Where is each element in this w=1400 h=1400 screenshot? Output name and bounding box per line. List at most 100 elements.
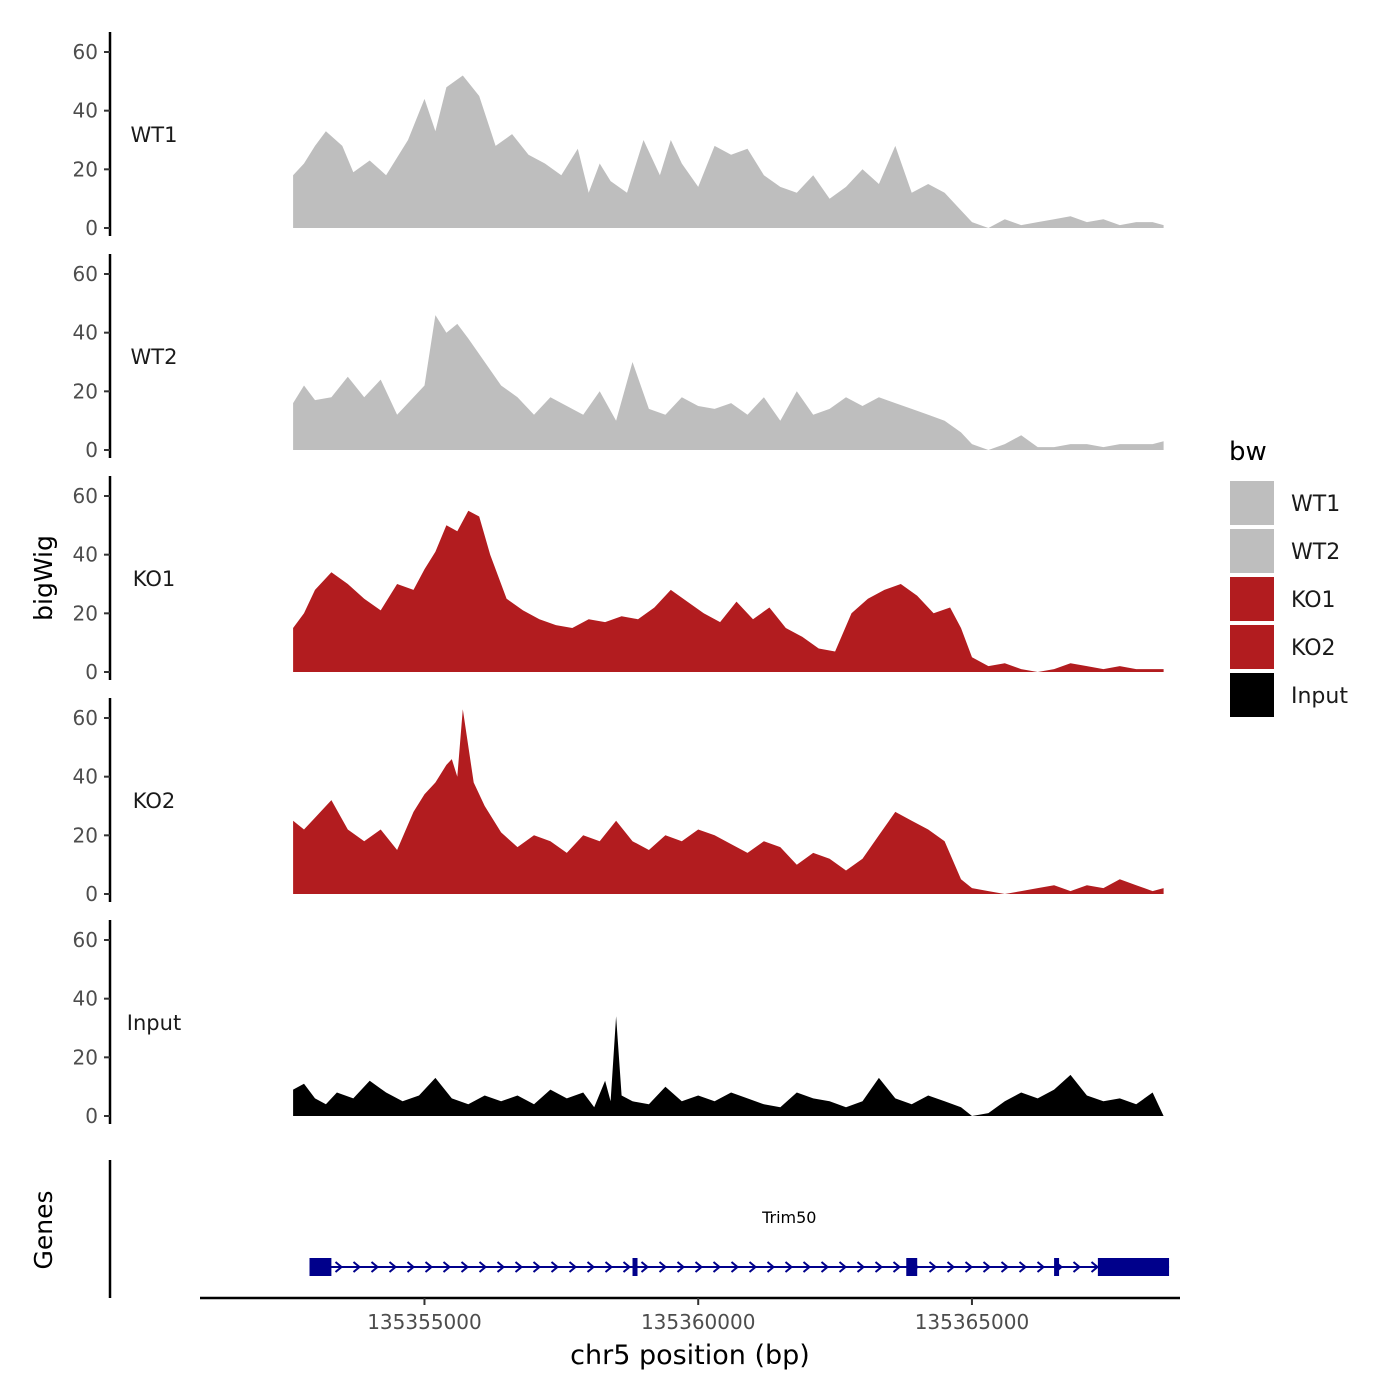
y-tick-label: 40 (73, 765, 98, 789)
gene-trim50: Trim50 (309, 1208, 1170, 1276)
exon (906, 1258, 918, 1276)
track-label: WT1 (131, 123, 178, 147)
x-axis-title: chr5 position (bp) (570, 1340, 810, 1371)
coverage-area-input (293, 1016, 1164, 1116)
strand-arrow (460, 1261, 470, 1273)
track-wt2: 0 20 40 60 WT2 (73, 254, 1164, 462)
strand-arrow (1036, 1261, 1046, 1273)
strand-arrow (820, 1261, 830, 1273)
legend-label: KO1 (1291, 588, 1336, 613)
legend-entry-wt1: WT1 (1228, 479, 1340, 527)
coverage-area-wt2 (293, 315, 1164, 450)
strand-arrow (838, 1261, 848, 1273)
strand-arrow (568, 1261, 578, 1273)
strand-arrow (928, 1261, 938, 1273)
legend-entry-ko2: KO2 (1228, 623, 1336, 671)
y-tick-label: 20 (73, 1045, 98, 1069)
coverage-area-wt1 (293, 75, 1164, 228)
track-ko2: 0 20 40 60 KO2 (73, 698, 1164, 906)
legend-swatch (1228, 479, 1276, 527)
strand-arrow (532, 1261, 542, 1273)
exon (309, 1258, 332, 1276)
strand-arrow (1090, 1261, 1100, 1273)
strand-arrow (514, 1261, 524, 1273)
y-tick-label: 40 (73, 987, 98, 1011)
y-tick-label: 60 (73, 928, 98, 952)
legend-label: KO2 (1291, 636, 1336, 661)
track-ko1: 0 20 40 60 KO1 (73, 476, 1164, 684)
strand-arrow (730, 1261, 740, 1273)
strand-arrow (586, 1261, 596, 1273)
coverage-tracks: 0 20 40 60 WT1 0 20 40 60 WT2 0 20 40 60 KO1 0 20 40 60 KO2… (73, 32, 1164, 1128)
gene-track-title: Genes (29, 1190, 58, 1269)
coverage-area-ko2 (293, 709, 1164, 894)
legend-swatch (1228, 623, 1276, 671)
y-tick-label: 20 (73, 379, 98, 403)
strand-arrow (496, 1261, 506, 1273)
y-tick-label: 40 (73, 543, 98, 567)
y-tick-label: 20 (73, 157, 98, 181)
exon (1054, 1258, 1060, 1276)
y-tick-label: 0 (85, 882, 98, 906)
strand-arrow (478, 1261, 488, 1273)
track-label: Input (127, 1011, 181, 1035)
x-tick-label: 135355000 (367, 1310, 482, 1334)
strand-arrow (406, 1261, 416, 1273)
gene-track: Trim50 (108, 1160, 1170, 1298)
strand-arrow (1018, 1261, 1028, 1273)
strand-arrow (676, 1261, 686, 1273)
legend-entry-input: Input (1228, 671, 1348, 719)
y-tick-label: 40 (73, 321, 98, 345)
strand-arrow (694, 1261, 704, 1273)
legend-entry-wt2: WT2 (1228, 527, 1340, 575)
strand-arrow (946, 1261, 956, 1273)
strand-arrow (964, 1261, 974, 1273)
strand-arrow (802, 1261, 812, 1273)
strand-arrow (892, 1261, 902, 1273)
strand-arrow (604, 1261, 614, 1273)
coverage-area-ko1 (293, 510, 1164, 672)
y-tick-label: 0 (85, 660, 98, 684)
strand-arrow (424, 1261, 434, 1273)
y-tick-label: 20 (73, 601, 98, 625)
legend-entry-ko1: KO1 (1228, 575, 1336, 623)
y-tick-label: 60 (73, 40, 98, 64)
y-axis-title: bigWig (29, 535, 58, 621)
x-tick-label: 135365000 (915, 1310, 1030, 1334)
strand-arrow (442, 1261, 452, 1273)
strand-arrow (352, 1261, 362, 1273)
y-tick-label: 60 (73, 262, 98, 286)
strand-arrow (1000, 1261, 1010, 1273)
strand-arrow (712, 1261, 722, 1273)
legend-title: bw (1229, 437, 1267, 467)
strand-arrow (370, 1261, 380, 1273)
track-input: 0 20 40 60 Input (73, 920, 1164, 1128)
y-tick-label: 60 (73, 484, 98, 508)
exon (1097, 1258, 1170, 1276)
y-tick-label: 60 (73, 706, 98, 730)
legend-swatch (1228, 575, 1276, 623)
strand-arrow (550, 1261, 560, 1273)
strand-arrow (784, 1261, 794, 1273)
track-label: WT2 (131, 345, 178, 369)
strand-arrow (766, 1261, 776, 1273)
y-tick-label: 0 (85, 216, 98, 240)
legend-label: WT1 (1291, 492, 1340, 517)
strand-arrow (640, 1261, 650, 1273)
strand-arrow (658, 1261, 668, 1273)
strand-arrow (622, 1261, 632, 1273)
x-axis: 135355000 135360000 135365000 (200, 1296, 1180, 1334)
legend-label: Input (1291, 684, 1348, 709)
y-tick-label: 40 (73, 99, 98, 123)
strand-arrow (748, 1261, 758, 1273)
gene-name-label: Trim50 (761, 1208, 816, 1227)
legend-label: WT2 (1291, 540, 1340, 565)
y-tick-label: 20 (73, 823, 98, 847)
strand-arrow (874, 1261, 884, 1273)
strand-arrow (982, 1261, 992, 1273)
strand-arrow (856, 1261, 866, 1273)
legend-swatch (1228, 671, 1276, 719)
strand-arrow (334, 1261, 344, 1273)
strand-arrow (388, 1261, 398, 1273)
